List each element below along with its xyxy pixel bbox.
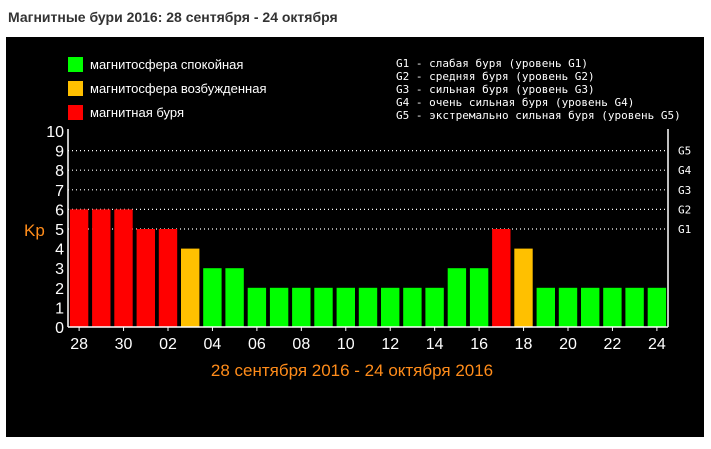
right-axis-label-G1: G1 [678, 223, 691, 236]
bar-22 [603, 287, 622, 327]
right-axis-label-G2: G2 [678, 203, 691, 216]
right-axis-label-G4: G4 [678, 164, 692, 177]
bar-19 [536, 287, 555, 327]
y-tick-labels: 0 1 2 3 4 5 6 7 8 9 10 [46, 124, 64, 337]
y-tick-label: 5 [55, 222, 64, 239]
bar-02 [158, 229, 178, 327]
bar-06 [247, 287, 267, 327]
x-axis-label: 28 сентября 2016 - 24 октября 2016 [211, 361, 493, 380]
bar-14 [425, 287, 444, 327]
x-tick-label: 16 [470, 336, 488, 353]
storm-level-legend-5: G5 - экстремально сильная буря (уровень … [396, 109, 681, 122]
x-tick-label: 30 [115, 336, 133, 353]
kp-bar-chart: магнитосфера спокойная магнитосфера возбу… [24, 57, 692, 380]
storm-level-legend-4: G4 - очень сильная буря (уровень G4) [396, 96, 634, 109]
bar-01 [136, 229, 155, 327]
bar-08 [292, 287, 311, 327]
grid-lines [68, 149, 668, 230]
right-axis-label-G5: G5 [678, 145, 691, 158]
bar-30 [114, 209, 133, 327]
right-axis-label-G3: G3 [678, 184, 691, 197]
bar-24 [647, 287, 667, 327]
y-tick-label: 1 [55, 300, 64, 317]
bars [69, 209, 667, 327]
y-tick-label: 3 [55, 261, 64, 278]
y-tick-label: 7 [55, 183, 64, 200]
bar-23 [625, 287, 644, 327]
bar-16 [469, 268, 489, 327]
bar-18 [514, 248, 533, 327]
x-tick-label: 06 [248, 336, 266, 353]
right-axis-labels: G1 G2 G3 G4 G5 [678, 145, 692, 236]
legend-swatch-0 [68, 57, 83, 72]
bar-29 [92, 209, 111, 327]
bar-10 [336, 287, 355, 327]
x-tick-labels: 28 30 02 04 06 08 10 12 14 16 18 20 22 24 [70, 327, 666, 353]
kp-chart-panel: магнитосфера спокойная магнитосфера возбу… [6, 37, 704, 437]
y-tick-label: 10 [46, 124, 64, 141]
bar-21 [581, 287, 600, 327]
storm-level-legend-2: G2 - средняя буря (уровень G2) [396, 70, 595, 83]
status-legend: магнитосфера спокойная магнитосфера возбу… [68, 57, 267, 120]
x-tick-label: 10 [337, 336, 355, 353]
y-tick-label: 6 [55, 202, 64, 219]
x-tick-label: 12 [381, 336, 399, 353]
storm-level-legend-1: G1 - слабая буря (уровень G1) [396, 57, 588, 70]
bar-09 [314, 287, 333, 327]
x-tick-label: 22 [604, 336, 622, 353]
x-tick-label: 28 [70, 336, 88, 353]
x-tick-label: 14 [426, 336, 444, 353]
x-tick-label: 18 [515, 336, 533, 353]
legend-label-2: магнитная буря [90, 105, 184, 120]
bar-20 [558, 287, 578, 327]
y-tick-label: 4 [55, 242, 64, 259]
bar-13 [403, 287, 422, 327]
bar-12 [381, 287, 400, 327]
y-tick-label: 0 [55, 320, 64, 337]
legend-label-1: магнитосфера возбужденная [90, 81, 267, 96]
bar-11 [358, 287, 378, 327]
x-tick-label: 04 [204, 336, 222, 353]
y-tick-label: 2 [55, 281, 64, 298]
bar-03 [181, 248, 200, 327]
x-tick-label: 24 [648, 336, 666, 353]
y-axis-label: Kp [24, 221, 45, 240]
legend-swatch-2 [68, 105, 83, 120]
bar-05 [225, 268, 244, 327]
bar-04 [203, 268, 222, 327]
y-tick-label: 9 [55, 144, 64, 161]
bar-15 [447, 268, 467, 327]
bar-28 [69, 209, 89, 327]
legend-swatch-1 [68, 81, 83, 96]
storm-levels-legend: G1 - слабая буря (уровень G1)G2 - средня… [396, 57, 681, 122]
y-tick-label: 8 [55, 163, 64, 180]
x-tick-label: 20 [559, 336, 577, 353]
page-title: Магнитные бури 2016: 28 сентября - 24 ок… [8, 9, 338, 25]
bar-07 [269, 287, 289, 327]
x-tick-label: 02 [159, 336, 177, 353]
x-tick-label: 08 [292, 336, 310, 353]
bar-17 [492, 229, 511, 327]
legend-label-0: магнитосфера спокойная [90, 57, 243, 72]
storm-level-legend-3: G3 - сильная буря (уровень G3) [396, 83, 595, 96]
